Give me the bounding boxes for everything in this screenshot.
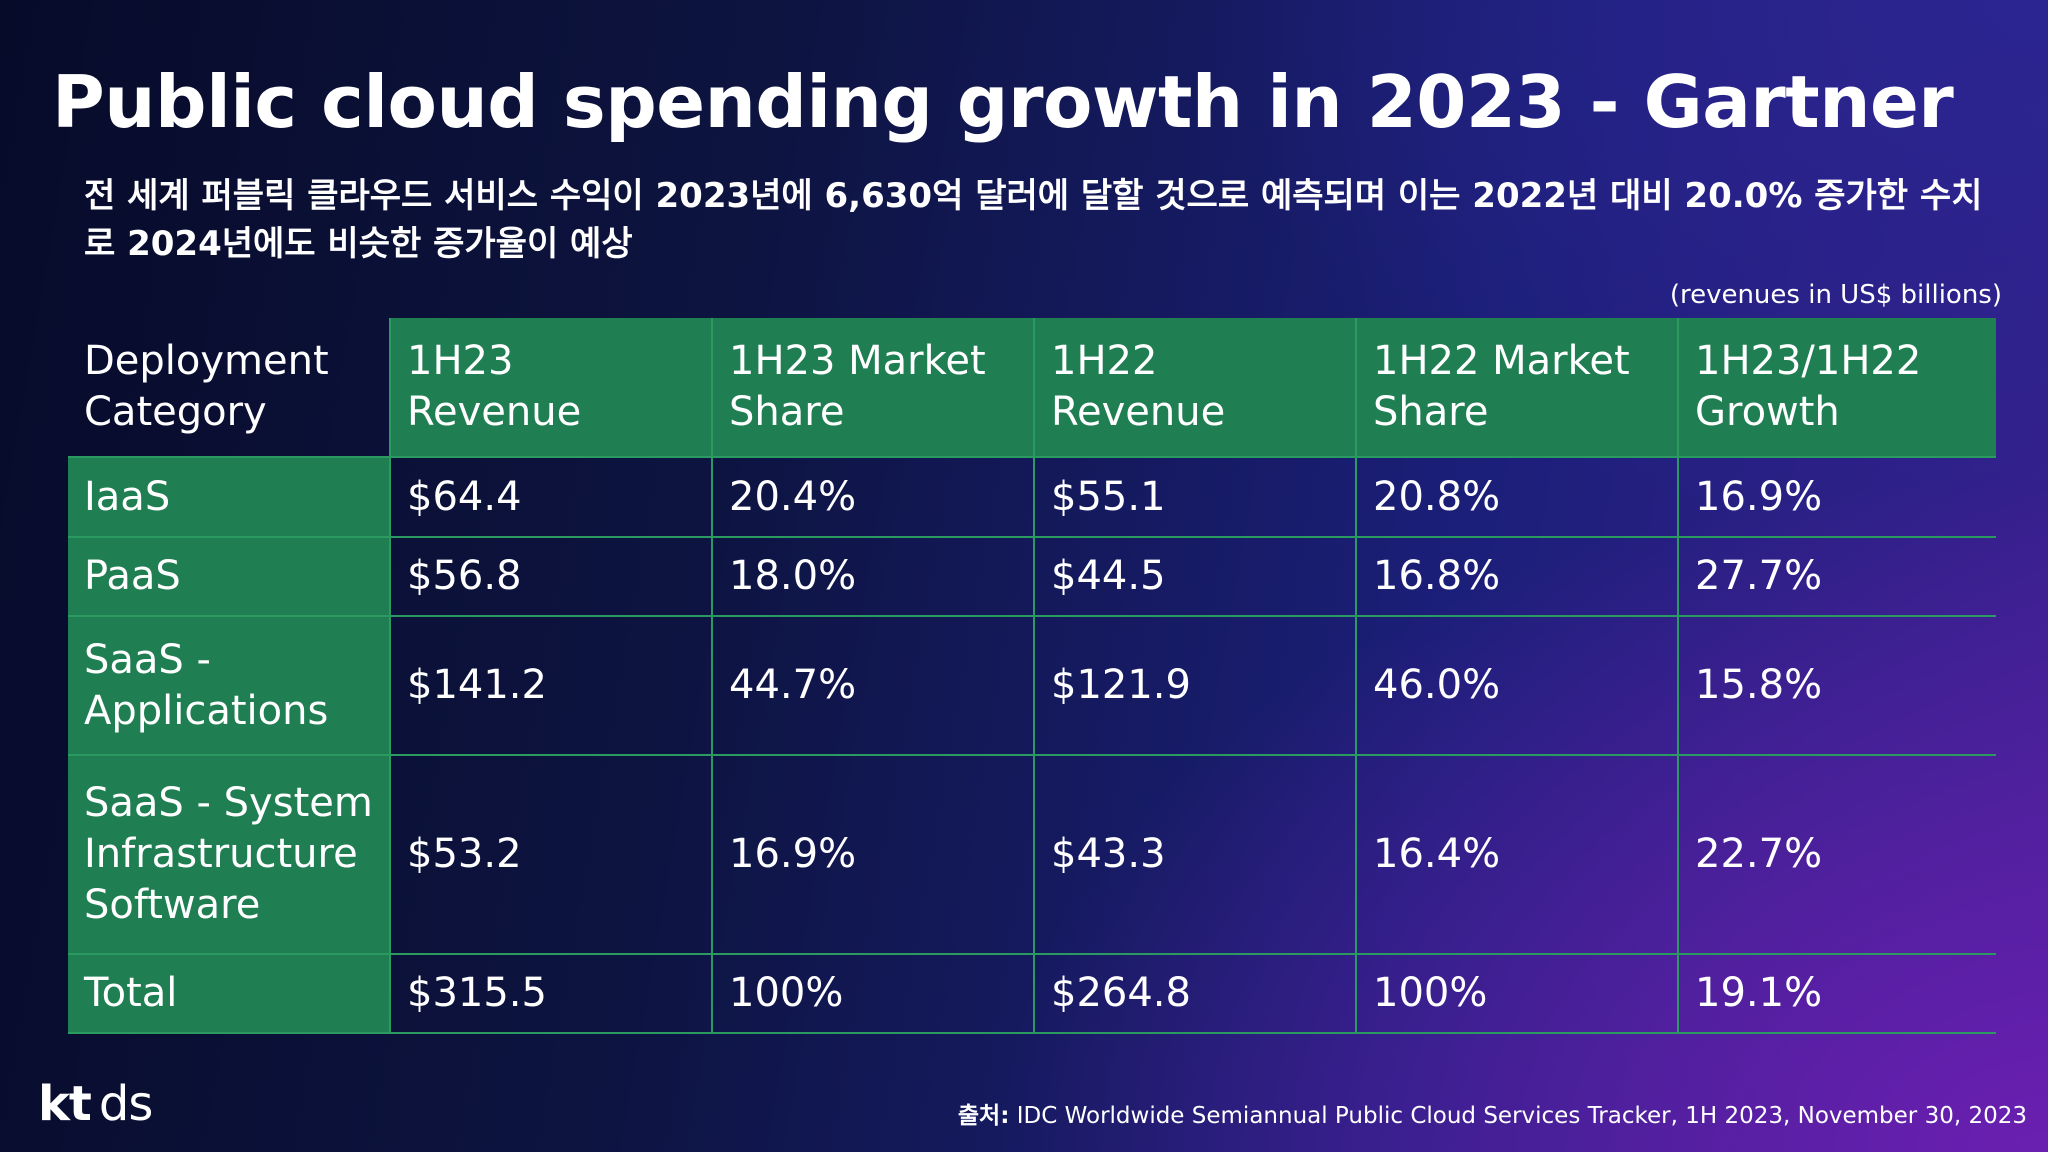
table-cell: 22.7% <box>1677 754 1996 954</box>
table-cell: $264.8 <box>1033 953 1356 1034</box>
table-cell: 20.8% <box>1355 456 1678 537</box>
table-cell: 18.0% <box>711 536 1034 616</box>
source-citation: 출처: IDC Worldwide Semiannual Public Clou… <box>958 1096 2027 1130</box>
table-cell: 19.1% <box>1677 953 1996 1034</box>
header-deployment-category: Deployment Category <box>84 338 329 435</box>
kt-ds-logo: kt ds <box>38 1076 153 1132</box>
table-cell: 16.9% <box>711 754 1034 954</box>
table-cell: 16.8% <box>1355 536 1678 616</box>
table-cell: 15.8% <box>1677 615 1996 755</box>
header-1h22-revenue: 1H22 Revenue <box>1033 318 1356 457</box>
table-row: IaaS $64.4 20.4% $55.1 20.8% 16.9% <box>68 456 1996 537</box>
table-cell: $53.2 <box>389 754 712 954</box>
table-row: SaaS - Applications $141.2 44.7% $121.9 … <box>68 615 1996 755</box>
logo-kt: kt <box>38 1076 92 1132</box>
row-category: SaaS - System Infrastructure Software <box>68 754 390 954</box>
row-category: IaaS <box>68 456 390 537</box>
table-cell: $315.5 <box>389 953 712 1034</box>
table-cell: $64.4 <box>389 456 712 537</box>
row-category: Total <box>68 953 390 1034</box>
units-note: (revenues in US$ billions) <box>1669 280 2002 310</box>
table-header-row: Deployment Category 1H23 Revenue 1H23 Ma… <box>68 318 1996 457</box>
table-cell: 46.0% <box>1355 615 1678 755</box>
source-text: IDC Worldwide Semiannual Public Cloud Se… <box>1009 1103 2027 1129</box>
table-cell: $43.3 <box>1033 754 1356 954</box>
slide-title: Public cloud spending growth in 2023 - G… <box>52 60 1954 144</box>
row-category: SaaS - Applications <box>68 615 390 755</box>
header-1h23-revenue: 1H23 Revenue <box>389 318 712 457</box>
header-1h22-market-share: 1H22 Market Share <box>1355 318 1678 457</box>
table-cell: 16.9% <box>1677 456 1996 537</box>
header-growth: 1H23/1H22 Growth <box>1677 318 1996 457</box>
logo-ds: ds <box>98 1076 153 1132</box>
cloud-revenue-table: Deployment Category 1H23 Revenue 1H23 Ma… <box>68 318 1996 1034</box>
slide-subtitle: 전 세계 퍼블릭 클라우드 서비스 수익이 2023년에 6,630억 달러에 … <box>84 176 1983 264</box>
header-1h23-market-share: 1H23 Market Share <box>711 318 1034 457</box>
table-cell: 27.7% <box>1677 536 1996 616</box>
table-row: PaaS $56.8 18.0% $44.5 16.8% 27.7% <box>68 536 1996 616</box>
table-cell: 16.4% <box>1355 754 1678 954</box>
table-cell: $121.9 <box>1033 615 1356 755</box>
table-cell: 100% <box>1355 953 1678 1034</box>
table-cell: $56.8 <box>389 536 712 616</box>
table-row: SaaS - System Infrastructure Software $5… <box>68 754 1996 954</box>
table-cell: 20.4% <box>711 456 1034 537</box>
table-cell: $55.1 <box>1033 456 1356 537</box>
table-cell: $141.2 <box>389 615 712 755</box>
table-cell: 100% <box>711 953 1034 1034</box>
table-row-total: Total $315.5 100% $264.8 100% 19.1% <box>68 953 1996 1034</box>
row-category: PaaS <box>68 536 390 616</box>
source-label: 출처: <box>957 1103 1010 1129</box>
table-cell: 44.7% <box>711 615 1034 755</box>
table-cell: $44.5 <box>1033 536 1356 616</box>
